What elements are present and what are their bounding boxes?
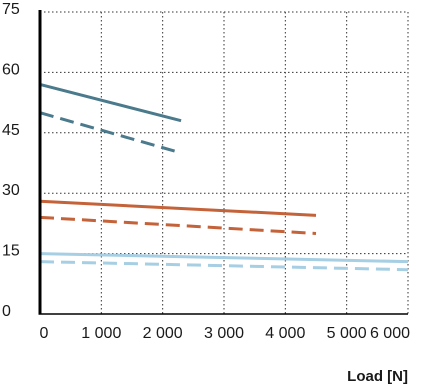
x-tick-label: 1 000 — [81, 325, 121, 342]
y-tick-label: 30 — [2, 182, 20, 199]
y-tick-label: 0 — [2, 303, 11, 320]
series-line-5 — [39, 252, 409, 264]
series-line-6 — [39, 260, 409, 272]
series-line-3 — [39, 199, 317, 217]
x-tick-label: 4 000 — [265, 325, 305, 342]
series-line-1 — [39, 83, 182, 123]
series-line-2 — [39, 111, 182, 155]
x-tick-label: 5 000 — [327, 325, 367, 342]
series-line-4 — [39, 215, 317, 235]
x-tick-label: 3 000 — [204, 325, 244, 342]
grid — [40, 11, 409, 314]
y-tick-label: 75 — [2, 1, 20, 18]
x-axis-title: Load [N] — [347, 368, 408, 385]
y-tick-labels: 0 15 30 45 60 75 — [2, 1, 20, 320]
y-tick-label: 45 — [2, 122, 20, 139]
axes — [38, 10, 408, 315]
x-tick-label: 6 000 — [370, 325, 410, 342]
x-tick-label: 0 — [40, 325, 49, 342]
x-tick-labels: 0 1 000 2 000 3 000 4 000 5 000 6 000 — [40, 325, 411, 342]
y-tick-label: 60 — [2, 61, 20, 78]
x-tick-label: 2 000 — [143, 325, 183, 342]
y-tick-label: 15 — [2, 243, 20, 260]
series-lines — [39, 83, 409, 272]
